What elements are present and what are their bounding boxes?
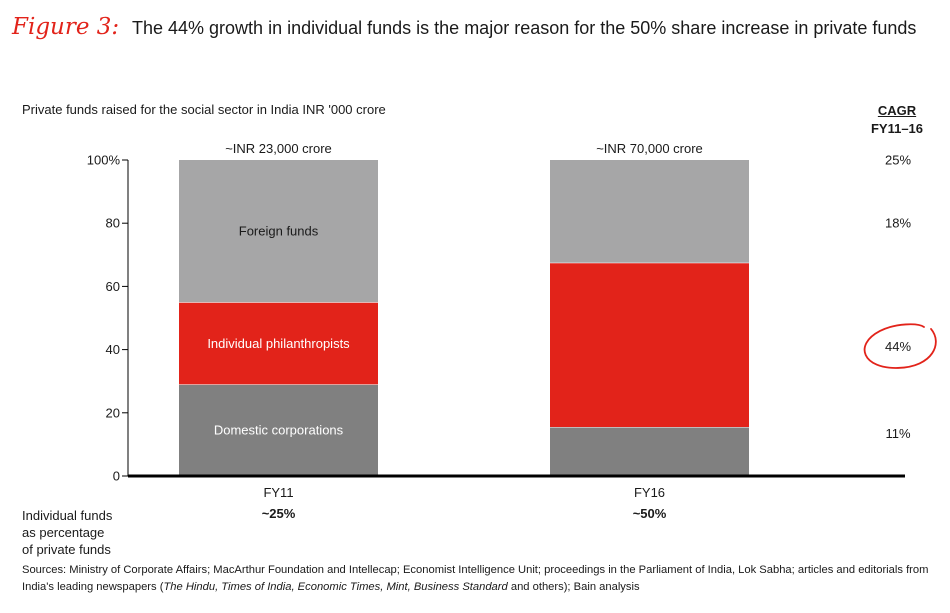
individual-share-value: ~25%: [262, 506, 296, 521]
stacked-bar-chart: 0 20 40 60 80 100% Domestic corporations Indivi…: [87, 141, 937, 521]
y-tick-label: 20: [106, 405, 120, 420]
y-tick-label: 0: [113, 469, 120, 484]
cagr-value: 11%: [885, 426, 910, 441]
cagr-value: 18%: [885, 216, 911, 231]
x-tick-label: FY11: [263, 485, 293, 500]
y-tick-label: 40: [106, 342, 120, 357]
bar-segment-individual-fy16: [550, 262, 749, 428]
individual-share-label: Individual funds as percentage of privat…: [22, 507, 112, 558]
bar-total-label: ~INR 70,000 crore: [596, 141, 703, 156]
figure-label: Figure 3:: [12, 14, 120, 40]
cagr-highlight-circle: [863, 323, 937, 369]
bar-segment-foreign-fy16: [550, 160, 749, 263]
sources-prefix: Sources: Ministry of Corporate Affairs; …: [22, 564, 929, 593]
sources-note: Sources: Ministry of Corporate Affairs; …: [22, 562, 937, 596]
bar-segment-individual-fy11: [179, 302, 378, 385]
sources-newspapers: The Hindu, Times of India, Economic Time…: [163, 581, 508, 593]
cagr-value: 25%: [885, 153, 911, 168]
bar-total-label: ~INR 23,000 crore: [225, 141, 332, 156]
y-tick-label: 100%: [87, 153, 121, 168]
individual-share-value: ~50%: [633, 506, 667, 521]
y-tick-label: 80: [106, 216, 120, 231]
bar-segment-foreign-fy11: [179, 160, 378, 303]
cagr-value: 44%: [885, 339, 911, 354]
segment-label-foreign: Foreign funds: [239, 224, 319, 239]
individual-share-label-line2: as percentage: [22, 525, 105, 540]
y-tick-label: 60: [106, 279, 120, 294]
segment-label-individual: Individual philanthropists: [207, 336, 350, 351]
cagr-header-line2: FY11–16: [870, 121, 924, 136]
cagr-header: CAGR FY11–16: [862, 102, 932, 138]
figure-title: The 44% growth in individual funds is th…: [132, 18, 917, 38]
segment-label-domestic: Domestic corporations: [214, 423, 344, 438]
x-tick-label: FY16: [634, 485, 665, 500]
bar-segment-domestic-fy11: [179, 384, 378, 476]
individual-share-label-line3: of private funds: [22, 542, 111, 557]
chart-subtitle: Private funds raised for the social sect…: [22, 102, 386, 117]
sources-suffix: and others); Bain analysis: [507, 581, 640, 593]
individual-share-label-line1: Individual funds: [22, 508, 113, 523]
bar-segment-domestic-fy16: [550, 427, 749, 476]
cagr-header-line1: CAGR: [877, 103, 917, 118]
